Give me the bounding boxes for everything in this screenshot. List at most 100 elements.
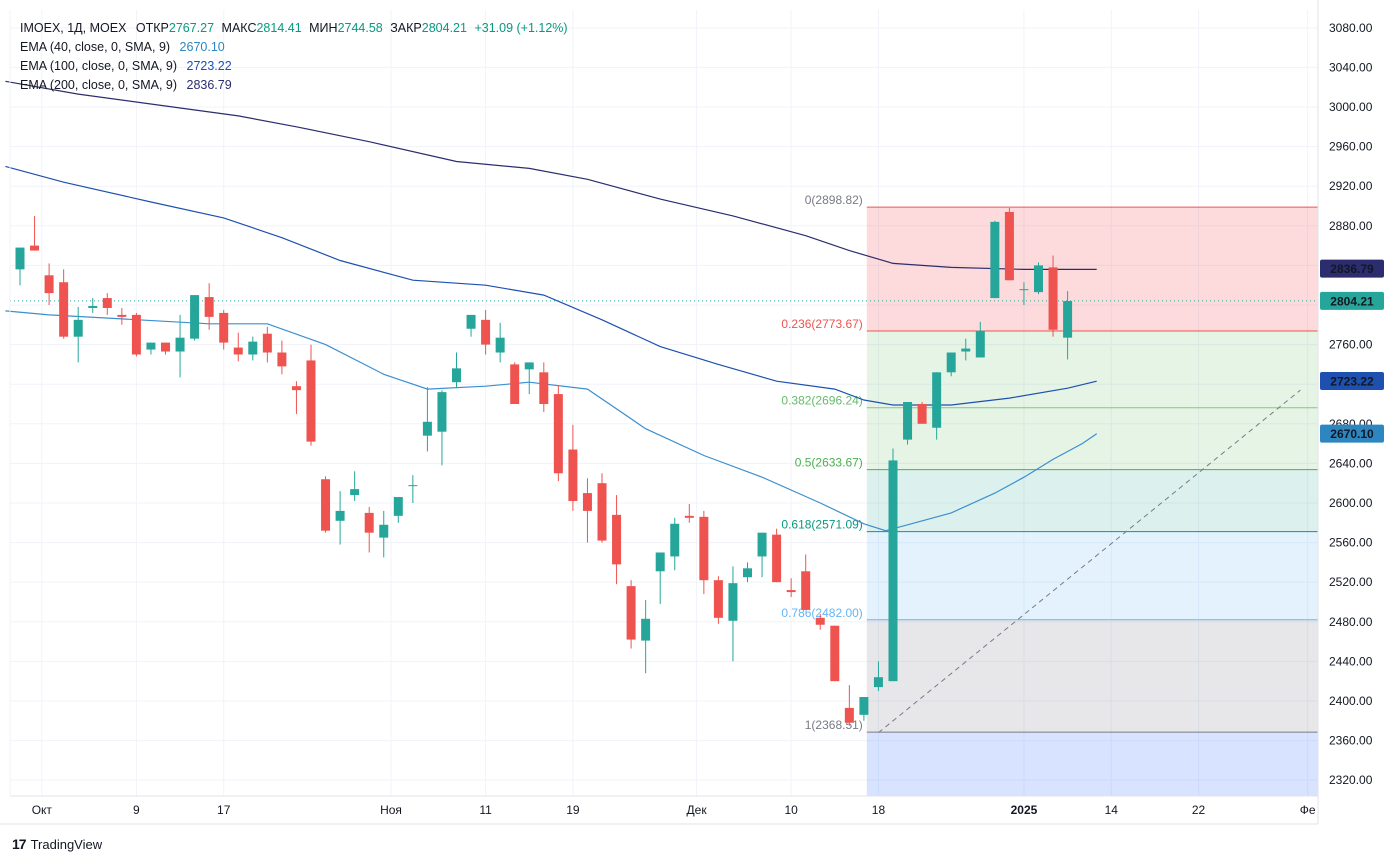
time-tick-label: Окт (32, 803, 53, 817)
candle-body (452, 368, 461, 383)
candle-body (961, 348, 971, 352)
candle (102, 293, 112, 315)
candle-body (379, 524, 389, 538)
indicator-value: 2723.22 (186, 59, 232, 73)
candle (961, 338, 971, 361)
candle (393, 497, 403, 523)
candle-body (291, 386, 301, 391)
price-axis-labels: 2836.79 2804.21 2723.22 2670.10 (1320, 259, 1384, 443)
symbol-label[interactable]: IMOEX, 1Д, MOEX (20, 21, 127, 35)
candle (801, 554, 811, 610)
candle (612, 495, 622, 585)
indicator-ema40[interactable]: EMA (40, close, 0, SMA, 9) 2670.10 (20, 38, 568, 57)
candle (204, 283, 214, 330)
candle-body (262, 333, 272, 353)
candle (248, 336, 258, 361)
time-axis: Окт 9 17 Ноя 11 19 Дек 10 18 2025 14 22 Фе (32, 803, 1316, 817)
candle (786, 578, 796, 598)
fib-level-label: 1(2368.51) (805, 718, 863, 732)
candle-body (102, 298, 112, 308)
candle-body (888, 460, 898, 682)
candle-body (335, 510, 345, 521)
candle (1034, 262, 1043, 295)
candle-body (873, 677, 883, 688)
indicator-ema100[interactable]: EMA (100, close, 0, SMA, 9) 2723.22 (20, 57, 568, 76)
candle (452, 352, 461, 389)
fib-level-label: 0(2898.82) (805, 193, 863, 207)
candle-body (321, 479, 331, 531)
price-axis: 2320.00 2360.00 2400.00 2440.00 2480.00 2520.… (1329, 21, 1373, 787)
candle (553, 385, 563, 482)
price-axis-label: 2804.21 (1320, 291, 1384, 310)
candle (975, 321, 985, 358)
candle (15, 247, 25, 286)
ema40-line (5, 310, 1098, 532)
indicator-name: EMA (200, close, 0, SMA, 9) (20, 78, 178, 92)
candle-body (539, 372, 549, 404)
indicator-name: EMA (40, close, 0, SMA, 9) (20, 40, 171, 54)
candle (306, 344, 316, 446)
candle-body (670, 523, 680, 557)
candle (146, 342, 156, 355)
price-axis-label-bg (1320, 291, 1384, 310)
candle-body (466, 314, 476, 329)
candle-body (772, 534, 782, 583)
candle (932, 372, 942, 440)
candle-body (190, 295, 200, 339)
candle-body (408, 485, 418, 487)
candle (859, 697, 869, 721)
close-value: 2804.21 (421, 21, 467, 35)
candle-body (612, 514, 622, 565)
candle-body (699, 516, 709, 581)
candle-body (786, 590, 796, 593)
candle (422, 387, 432, 452)
indicator-ema200[interactable]: EMA (200, close, 0, SMA, 9) 2836.79 (20, 76, 568, 95)
candle-body (350, 489, 360, 496)
fib-zone (866, 531, 1318, 620)
candle (481, 309, 491, 355)
candle (510, 362, 520, 404)
price-tick-label: 2440.00 (1329, 654, 1373, 668)
candle-body (277, 352, 287, 367)
candle (408, 475, 418, 503)
price-tick-label: 2920.00 (1329, 179, 1373, 193)
candle (903, 402, 913, 445)
candle-body (1063, 301, 1073, 338)
candle (684, 503, 694, 523)
candle-body (728, 583, 738, 621)
candle (1048, 255, 1058, 337)
candle-body (88, 305, 98, 308)
candle (815, 613, 825, 630)
candle (233, 332, 243, 362)
candle-body (306, 360, 316, 442)
indicator-name: EMA (100, close, 0, SMA, 9) (20, 59, 178, 73)
candle-body (524, 362, 534, 370)
candles (15, 207, 1073, 726)
fib-trend-line (878, 389, 1301, 734)
indicator-value: 2670.10 (179, 40, 225, 54)
price-tick-label: 2480.00 (1329, 615, 1373, 629)
price-tick-label: 2600.00 (1329, 496, 1373, 510)
candle-body (1034, 265, 1043, 293)
candle-body (204, 297, 214, 317)
open-label: ОТКР (135, 21, 169, 35)
close-label: ЗАКР (390, 21, 422, 35)
time-tick-label: 22 (1192, 803, 1206, 817)
candle (830, 625, 840, 682)
candle-body (743, 568, 752, 578)
candle-body (582, 493, 592, 511)
candle (190, 295, 200, 341)
time-tick-label: Дек (687, 803, 708, 817)
candle-body (801, 571, 811, 610)
candle (262, 326, 272, 363)
candle-body (975, 330, 985, 358)
candle (291, 381, 301, 414)
candle (88, 298, 98, 313)
price-axis-label-text: 2670.10 (1330, 427, 1374, 441)
candle-body (248, 341, 258, 355)
open-value: 2767.27 (168, 21, 215, 35)
candle-body (903, 402, 913, 440)
tradingview-logo[interactable]: 17 TradingView (12, 836, 102, 852)
time-tick-label: 9 (133, 803, 140, 817)
